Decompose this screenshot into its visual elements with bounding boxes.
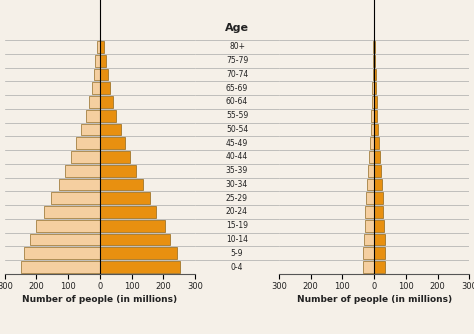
Bar <box>374 96 377 108</box>
X-axis label: Number of people (in millions): Number of people (in millions) <box>22 295 177 304</box>
Bar <box>374 137 379 149</box>
Bar <box>374 151 380 163</box>
Bar <box>374 206 383 218</box>
Text: 15-19: 15-19 <box>226 221 248 230</box>
Bar <box>367 179 374 190</box>
Text: 50-54: 50-54 <box>226 125 248 134</box>
Bar <box>365 220 374 231</box>
Bar <box>371 124 374 135</box>
Text: 25-29: 25-29 <box>226 194 248 203</box>
Bar <box>368 165 374 177</box>
Text: 70-74: 70-74 <box>226 70 248 79</box>
Text: 65-69: 65-69 <box>226 84 248 93</box>
Bar <box>100 179 143 190</box>
Text: Age: Age <box>225 23 249 33</box>
Text: 40-44: 40-44 <box>226 153 248 161</box>
Text: 0-4: 0-4 <box>231 263 243 272</box>
Bar <box>36 220 100 231</box>
Bar <box>51 192 100 204</box>
Bar <box>371 110 374 122</box>
Text: 75-79: 75-79 <box>226 56 248 65</box>
Bar <box>100 96 113 108</box>
Bar <box>363 247 374 259</box>
Bar <box>369 151 374 163</box>
Bar <box>92 82 100 94</box>
Bar <box>374 41 375 53</box>
Bar <box>100 192 150 204</box>
Bar <box>72 151 100 163</box>
Bar <box>374 192 383 204</box>
Bar <box>86 110 100 122</box>
Bar <box>81 124 100 135</box>
Text: 30-34: 30-34 <box>226 180 248 189</box>
Text: 5-9: 5-9 <box>231 249 243 258</box>
Bar <box>100 124 120 135</box>
Text: 55-59: 55-59 <box>226 111 248 120</box>
Bar <box>100 55 106 66</box>
Bar <box>76 137 100 149</box>
Bar <box>45 206 100 218</box>
Bar <box>374 220 384 231</box>
Bar <box>24 247 100 259</box>
Bar <box>100 261 180 273</box>
Bar <box>365 206 374 218</box>
Bar <box>100 234 170 245</box>
Text: 45-49: 45-49 <box>226 139 248 148</box>
Bar <box>374 247 385 259</box>
Bar <box>30 234 100 245</box>
Bar <box>374 165 381 177</box>
Bar <box>100 137 125 149</box>
X-axis label: Number of people (in millions): Number of people (in millions) <box>297 295 452 304</box>
Text: 20-24: 20-24 <box>226 207 248 216</box>
Bar <box>363 261 374 273</box>
Bar <box>93 68 100 80</box>
Bar <box>95 55 100 66</box>
Bar <box>100 165 137 177</box>
Bar <box>65 165 100 177</box>
Bar <box>374 82 376 94</box>
Text: 80+: 80+ <box>229 42 245 51</box>
Bar <box>100 110 117 122</box>
Bar <box>374 55 375 66</box>
Bar <box>89 96 100 108</box>
Text: 60-64: 60-64 <box>226 98 248 107</box>
Bar <box>100 220 165 231</box>
Bar <box>20 261 100 273</box>
Bar <box>100 68 108 80</box>
Bar <box>100 206 156 218</box>
Bar <box>374 261 385 273</box>
Bar <box>100 247 177 259</box>
Bar <box>59 179 100 190</box>
Bar <box>374 234 384 245</box>
Bar <box>370 137 374 149</box>
Bar <box>97 41 100 53</box>
Bar <box>100 82 110 94</box>
Bar <box>373 55 374 66</box>
Bar <box>372 96 374 108</box>
Bar <box>364 234 374 245</box>
Bar <box>373 68 374 80</box>
Bar <box>374 68 376 80</box>
Bar <box>374 124 378 135</box>
Bar <box>100 41 104 53</box>
Bar <box>373 82 374 94</box>
Bar <box>100 151 130 163</box>
Text: 10-14: 10-14 <box>226 235 248 244</box>
Bar <box>374 179 382 190</box>
Text: 35-39: 35-39 <box>226 166 248 175</box>
Bar <box>366 192 374 204</box>
Bar <box>374 110 377 122</box>
